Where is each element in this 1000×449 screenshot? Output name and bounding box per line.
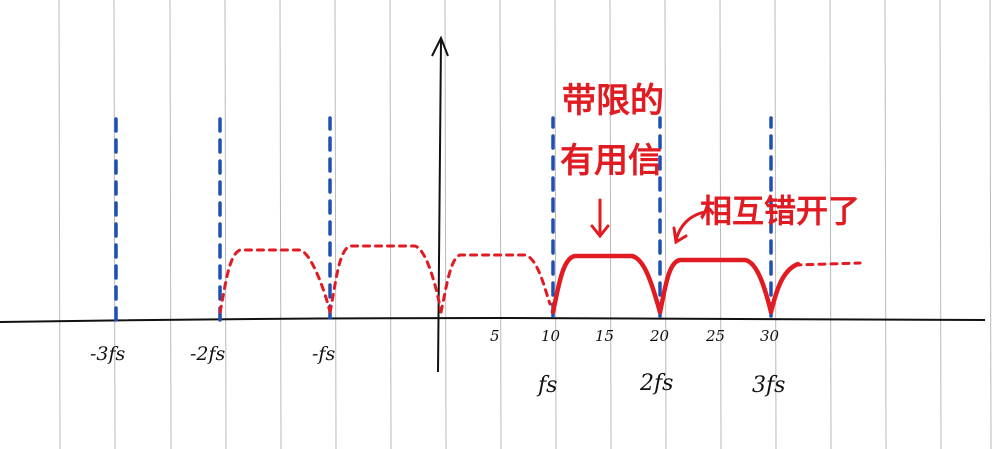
rule-line-16	[884, 0, 887, 449]
spectrum-replica-dotted-2	[328, 244, 443, 314]
tick-label-10: 10	[541, 327, 561, 345]
rule-line-3	[169, 0, 172, 449]
rule-line-17	[939, 0, 942, 449]
rule-line-11	[609, 0, 612, 449]
tick-label-fs: fs	[536, 373, 557, 398]
tick-label-2fs: 2fs	[639, 371, 673, 396]
sampling-frequency-labels: -3fs -2fs -fs fs 2fs 3fs	[90, 343, 785, 398]
curved-arrow	[672, 210, 707, 245]
spectrum-replicas-dotted	[218, 244, 862, 314]
down-arrow	[590, 198, 610, 239]
tick-label-3fs: 3fs	[752, 373, 785, 398]
rule-line-9	[499, 0, 502, 449]
rule-line-18	[989, 0, 992, 449]
frequency-axis	[0, 316, 986, 323]
spectrum-tail-dotted	[793, 261, 862, 267]
annotation-band-limited-line1: 带限的	[562, 81, 664, 121]
spectrum-band-3-start	[768, 261, 801, 315]
rule-line-7	[389, 0, 392, 449]
tick-label-5: 5	[490, 327, 500, 345]
notebook-rule-lines	[58, 0, 992, 449]
tick-label-20: 20	[649, 327, 670, 345]
spectrum-replica-dotted-3	[439, 253, 552, 314]
tick-label-25: 25	[705, 327, 725, 345]
sampling-pulses	[114, 116, 773, 322]
annotations: 带限的 有用信 相互错开了	[560, 81, 860, 230]
spectrum-band-1	[550, 253, 663, 315]
rule-line-8	[444, 0, 447, 449]
rule-line-10	[554, 0, 557, 449]
rule-line-14	[774, 0, 777, 449]
spectrum-replica-dotted-1	[218, 248, 332, 314]
rule-line-6	[334, 0, 337, 449]
rule-line-1	[58, 0, 61, 449]
spectrum-useful-solid	[550, 253, 801, 315]
amplitude-axis-arrowhead	[431, 35, 449, 57]
rule-line-5	[279, 0, 282, 449]
rule-line-12	[664, 0, 667, 449]
annotation-band-limited-line2: 有用信	[560, 141, 662, 181]
amplitude-axis	[431, 35, 449, 373]
annotation-staggered: 相互错开了	[700, 192, 860, 230]
spectrum-band-2	[657, 257, 774, 315]
rule-line-13	[719, 0, 722, 449]
tick-label-neg2fs: -2fs	[190, 343, 226, 365]
tick-label-neg3fs: -3fs	[90, 343, 126, 365]
annotation-arrows	[590, 198, 707, 245]
tick-label-negfs: -fs	[312, 343, 335, 365]
tick-label-15: 15	[595, 327, 614, 345]
rule-line-4	[224, 0, 227, 449]
tick-label-30: 30	[760, 327, 780, 345]
numeric-tick-labels: 5 10 15 20 25 30	[490, 327, 780, 345]
rule-line-15	[829, 0, 832, 449]
